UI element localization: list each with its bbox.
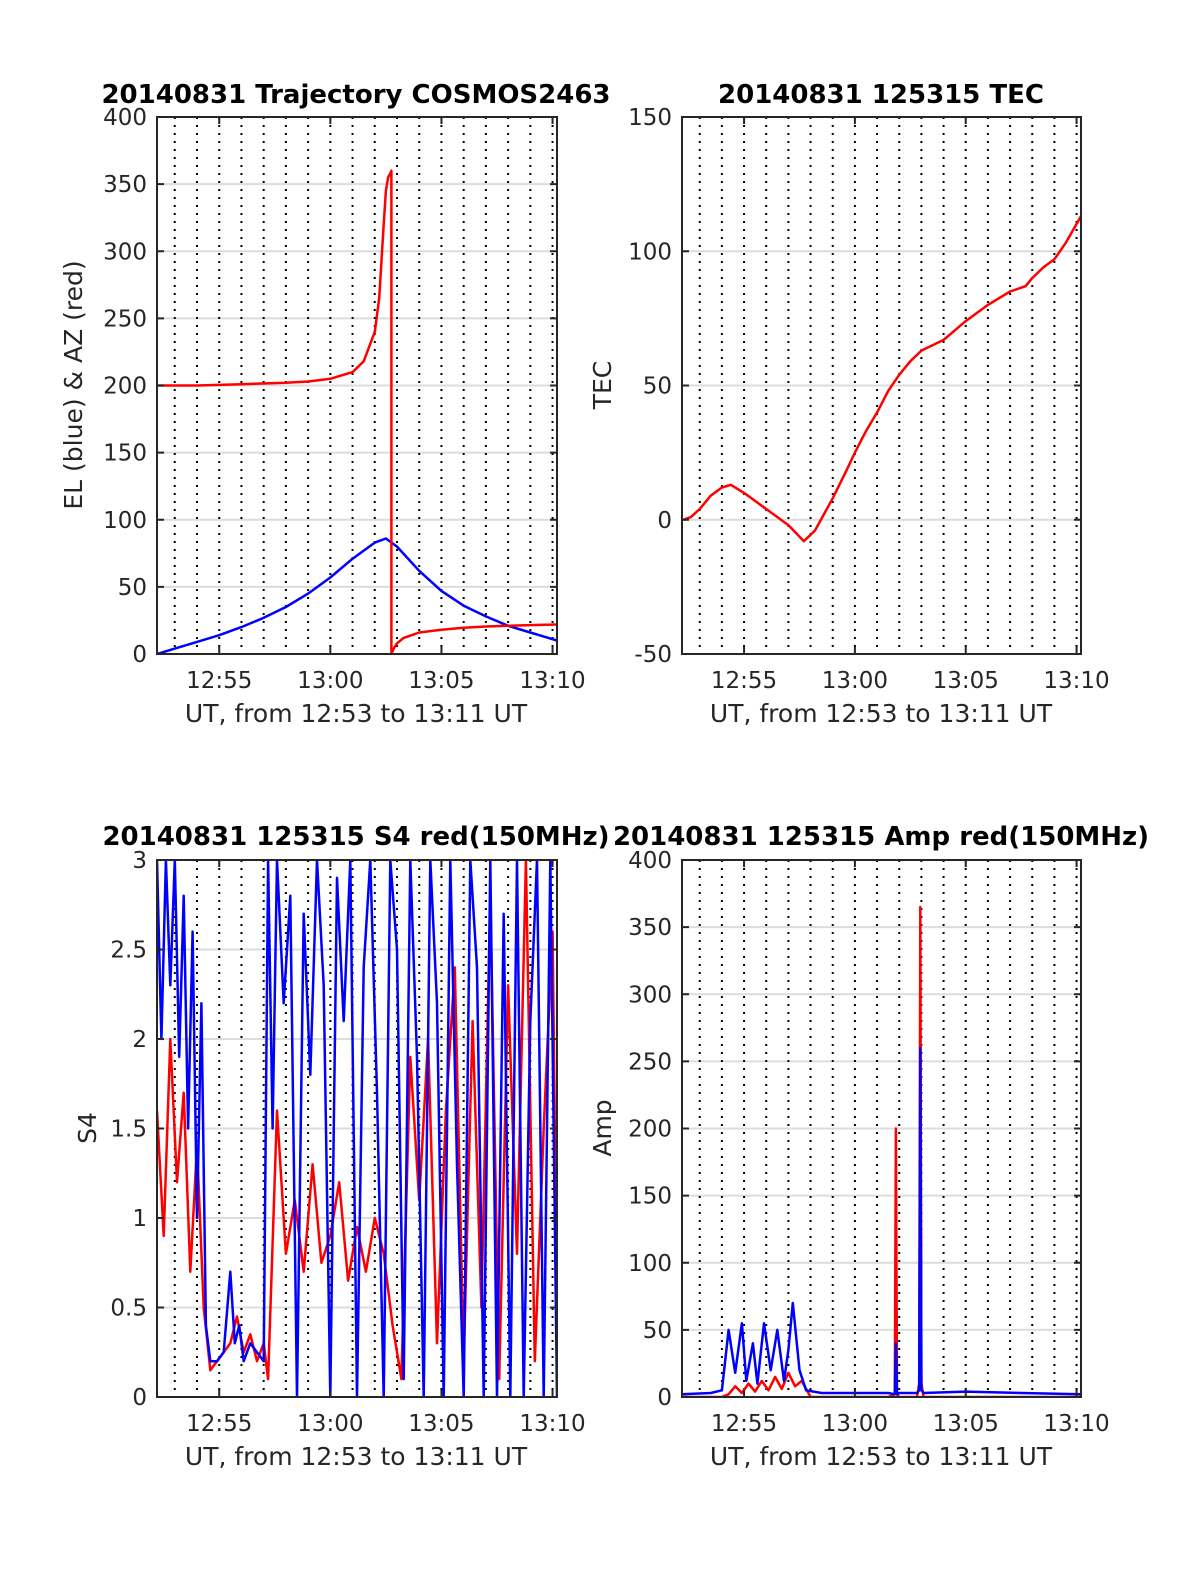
xtick-label: 13:05 — [933, 1411, 999, 1437]
trajectory-grid — [157, 116, 557, 655]
ytick-label: 0 — [657, 508, 672, 534]
ytick-label: 350 — [103, 172, 147, 198]
xtick-label: 13:10 — [519, 668, 585, 694]
ytick-label: 1.5 — [110, 1117, 147, 1143]
ytick-label: 200 — [103, 374, 147, 400]
amp-series-amp-blue — [682, 1046, 1081, 1396]
ytick-label: 0.5 — [110, 1296, 147, 1322]
ytick-label: 50 — [643, 374, 672, 400]
trajectory-panel: 20140831 Trajectory COSMOS2463 0 50 100 150… — [59, 80, 611, 728]
ytick-label: 200 — [628, 1117, 672, 1143]
ytick-label: 0 — [132, 642, 147, 668]
xtick-label: 12:55 — [711, 1411, 777, 1437]
ytick-label: 350 — [628, 915, 672, 941]
s4-plot-area — [157, 860, 557, 1397]
xtick-label: 12:55 — [186, 668, 252, 694]
tec-ticks: -50 0 50 100 150 12:55 13:00 13:05 13:10 — [628, 105, 1110, 694]
s4-ticks: 0 0.5 1 1.5 2 2.5 3 12:55 13:00 13:05 13:10 — [110, 848, 585, 1437]
s4-title: 20140831 125315 S4 red(150MHz) — [102, 822, 609, 852]
ytick-label: 150 — [628, 105, 672, 131]
ytick-label: 400 — [103, 105, 147, 131]
ytick-label: 150 — [103, 441, 147, 467]
ytick-label: 50 — [118, 575, 147, 601]
trajectory-xlabel: UT, from 12:53 to 13:11 UT — [185, 699, 528, 728]
xtick-label: 13:05 — [933, 668, 999, 694]
ytick-label: 100 — [628, 1251, 672, 1277]
tec-title: 20140831 125315 TEC — [718, 80, 1044, 110]
trajectory-title: 20140831 Trajectory COSMOS2463 — [101, 80, 610, 110]
amp-grid — [682, 859, 1081, 1398]
xtick-label: 13:00 — [297, 668, 363, 694]
ytick-label: 2 — [132, 1027, 147, 1053]
ytick-label: 0 — [132, 1385, 147, 1411]
s4-xlabel: UT, from 12:53 to 13:11 UT — [185, 1442, 528, 1471]
s4-ylabel: S4 — [73, 1112, 102, 1144]
trajectory-ylabel: EL (blue) & AZ (red) — [59, 260, 88, 509]
traj-series-el — [157, 537, 557, 654]
ytick-label: 250 — [628, 1049, 672, 1075]
tec-ylabel: TEC — [588, 361, 617, 411]
xtick-label: 13:00 — [822, 1411, 888, 1437]
trajectory-ticks: 0 50 100 150 200 250 300 350 400 12:55 13:00 13:05 1… — [103, 105, 586, 694]
amp-panel: 20140831 125315 Amp red(150MHz) 0 50 100 15… — [588, 822, 1149, 1471]
tec-grid — [682, 116, 1081, 655]
traj-series-az — [157, 169, 557, 654]
ytick-label: 150 — [628, 1184, 672, 1210]
ytick-label: 2.5 — [110, 938, 147, 964]
s4-panel: 20140831 125315 S4 red(150MHz) 0 0.5 1 1.5 2… — [73, 822, 610, 1471]
ytick-label: 300 — [103, 239, 147, 265]
xtick-label: 13:10 — [1043, 1411, 1109, 1437]
tec-series-tec — [682, 215, 1081, 543]
xtick-label: 12:55 — [711, 668, 777, 694]
amp-ticks: 0 50 100 150 200 250 300 350 400 12:55 13:00 13:05 1… — [628, 848, 1110, 1437]
ytick-label: 400 — [628, 848, 672, 874]
amp-ylabel: Amp — [588, 1099, 617, 1156]
amp-plot-area — [682, 905, 1081, 1397]
s4-series-s4-blue — [157, 860, 557, 1397]
ytick-label: 50 — [643, 1318, 672, 1344]
ytick-label: 300 — [628, 982, 672, 1008]
amp-xlabel: UT, from 12:53 to 13:11 UT — [710, 1442, 1053, 1471]
ytick-label: 100 — [103, 508, 147, 534]
tec-xlabel: UT, from 12:53 to 13:11 UT — [710, 699, 1053, 728]
xtick-label: 13:00 — [297, 1411, 363, 1437]
tec-plot-area — [682, 215, 1081, 543]
xtick-label: 13:10 — [519, 1411, 585, 1437]
xtick-label: 13:00 — [822, 668, 888, 694]
xtick-label: 13:05 — [408, 668, 474, 694]
xtick-label: 12:55 — [186, 1411, 252, 1437]
ytick-label: 250 — [103, 306, 147, 332]
ytick-label: 100 — [628, 239, 672, 265]
xtick-label: 13:10 — [1043, 668, 1109, 694]
tec-panel: 20140831 125315 TEC -50 0 50 100 150 12:55 13:… — [588, 80, 1110, 728]
amp-title: 20140831 125315 Amp red(150MHz) — [613, 822, 1149, 852]
xtick-label: 13:05 — [408, 1411, 474, 1437]
ytick-label: 1 — [132, 1206, 147, 1232]
ytick-label: -50 — [634, 642, 672, 668]
ytick-label: 0 — [657, 1385, 672, 1411]
trajectory-plot-area — [157, 169, 557, 654]
ytick-label: 3 — [132, 848, 147, 874]
